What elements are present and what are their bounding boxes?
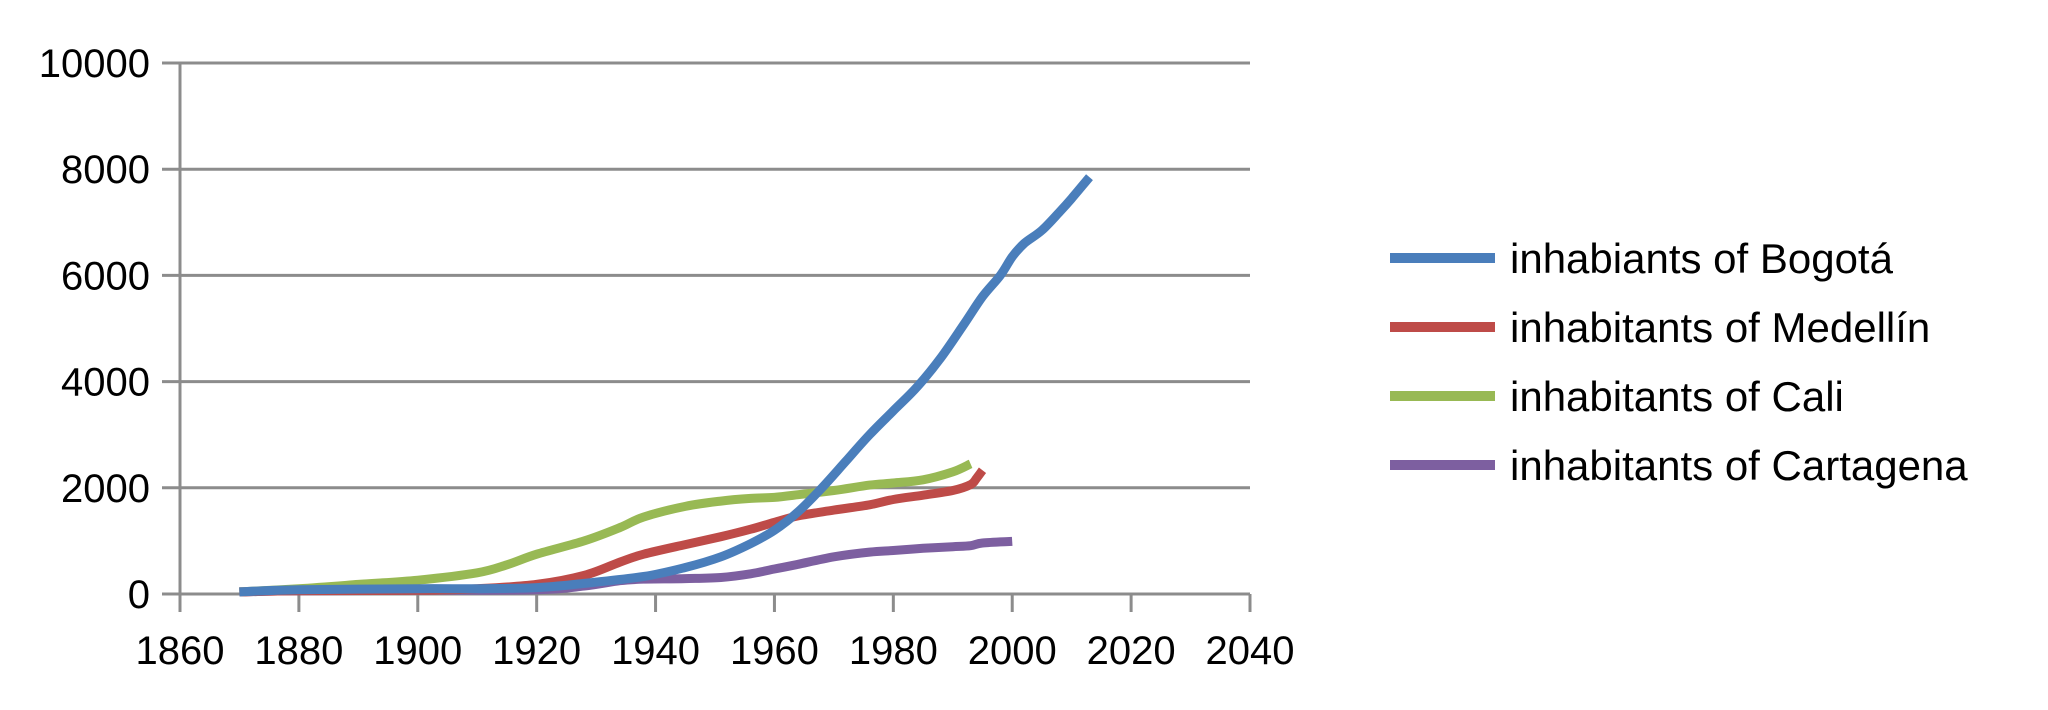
series-line-1 (239, 174, 1093, 597)
y-tick-label: 10000 (39, 42, 150, 86)
x-tick-label: 1880 (254, 629, 343, 673)
legend: inhabiants of Bogotá inhabitants of Medel… (1390, 235, 1968, 489)
gridlines (180, 61, 1250, 490)
x-tick-label: 2040 (1206, 629, 1295, 673)
x-tick-label: 1940 (611, 629, 700, 673)
y-tick-label: 2000 (61, 467, 150, 511)
x-tick-labels: 1860 1880 1900 1920 1940 1960 1980 2000 2020 2040 (136, 629, 1295, 673)
series-line-3 (239, 459, 973, 597)
y-tick-label: 0 (128, 573, 150, 617)
y-tick-label: 6000 (61, 254, 150, 298)
x-tick-label: 1920 (492, 629, 581, 673)
series-lines (239, 174, 1093, 597)
legend-label-4: inhabitants of Cartagena (1510, 442, 1968, 489)
x-tick-label: 1900 (373, 629, 462, 673)
x-tick-label: 1980 (849, 629, 938, 673)
x-tick-label: 1860 (136, 629, 225, 673)
x-tick-label: 2020 (1087, 629, 1176, 673)
legend-label-3: inhabitants of Cali (1510, 373, 1844, 420)
axes (162, 61, 1252, 612)
legend-label-2: inhabitants of Medellín (1510, 304, 1930, 351)
x-tick-label: 1960 (730, 629, 819, 673)
x-tick-label: 2000 (968, 629, 1057, 673)
legend-label-1: inhabiants of Bogotá (1510, 235, 1894, 282)
y-tick-label: 4000 (61, 361, 150, 405)
y-tick-label: 8000 (61, 148, 150, 192)
y-tick-labels: 0 2000 4000 6000 8000 10000 (39, 42, 150, 617)
